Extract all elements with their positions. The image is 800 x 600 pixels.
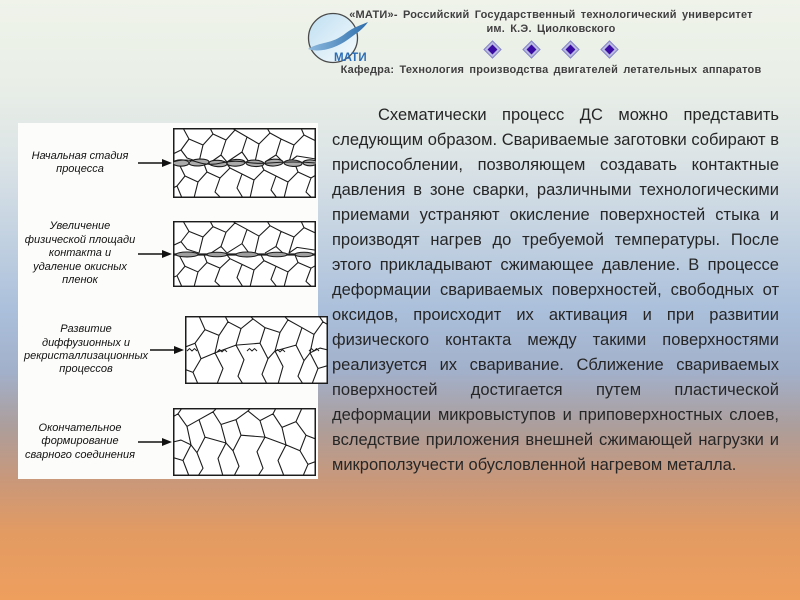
diamond-icon	[522, 40, 541, 59]
stage-row-1: Начальная стадия процесса	[22, 128, 316, 198]
logo-text: МАТИ	[334, 52, 367, 64]
stage-row-4: Окончательное формирование сварного соед…	[22, 408, 316, 476]
department-line: Кафедра: Технология производства двигате…	[340, 64, 762, 76]
microstructure-diagram-4	[173, 408, 316, 476]
stage-label-4: Окончательное формирование сварного соед…	[25, 421, 135, 461]
stage-row-2: Увеличение физической площади контакта и…	[22, 220, 316, 287]
mati-logo: МАТИ	[307, 12, 368, 64]
microstructure-diagram-2	[173, 221, 316, 287]
stage-label-2: Увеличение физической площади контакта и…	[24, 220, 136, 287]
microstructure-diagram-3	[185, 316, 329, 384]
university-title-line2: им. К.Э. Циолковского	[486, 23, 616, 35]
stage-row-3: Развитие диффузионных и рекристаллизацио…	[22, 316, 329, 384]
university-title-line1: «МАТИ»- Российский Государственный техно…	[349, 9, 753, 21]
diamond-icon	[561, 40, 580, 59]
microstructure-diagram-1	[173, 128, 316, 198]
stage-label-3: Развитие диффузионных и рекристаллизацио…	[24, 323, 149, 376]
diamond-icon	[483, 40, 502, 59]
diamond-divider	[308, 40, 794, 59]
figure-panel: Начальная стадия процесса	[18, 123, 329, 479]
arrow-icon	[138, 250, 172, 258]
header: «МАТИ»- Российский Государственный техно…	[308, 8, 794, 77]
arrow-icon	[138, 159, 172, 167]
diamond-icon	[600, 40, 619, 59]
arrow-icon	[138, 438, 172, 446]
arrow-icon	[150, 346, 185, 354]
body-paragraph: Схематически процесс ДС можно представит…	[332, 106, 779, 474]
logo-swoosh-icon	[308, 22, 368, 51]
stage-label-1: Начальная стадия процесса	[31, 149, 129, 175]
